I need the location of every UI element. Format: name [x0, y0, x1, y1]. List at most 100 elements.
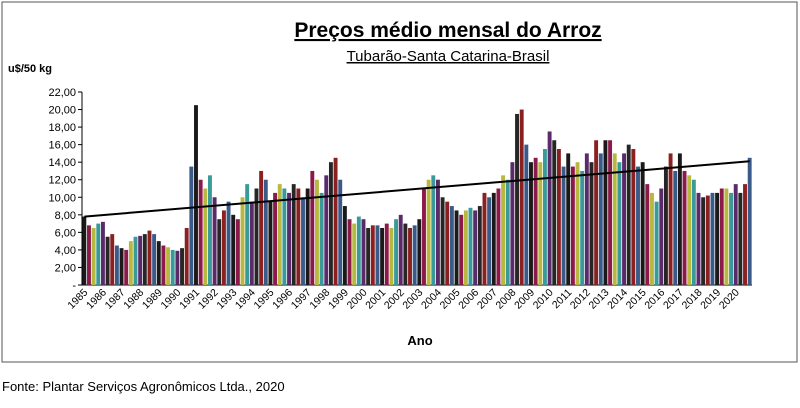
bar — [268, 201, 273, 285]
bar — [659, 188, 664, 285]
bar — [412, 225, 417, 285]
y-tick-label: - — [72, 280, 76, 292]
bar — [663, 166, 668, 285]
bar — [584, 153, 589, 285]
bar — [184, 227, 189, 285]
bar — [282, 188, 287, 285]
bar — [701, 197, 706, 285]
bar — [310, 170, 315, 285]
bar — [305, 188, 310, 285]
bar — [161, 245, 166, 285]
bar — [687, 175, 692, 285]
bar — [287, 192, 292, 285]
bar — [203, 188, 208, 285]
y-tick-label: 10,00 — [48, 192, 76, 204]
bar — [370, 225, 375, 285]
bar — [519, 109, 524, 285]
bar — [114, 245, 119, 285]
bar — [212, 197, 217, 285]
bar — [691, 179, 696, 285]
bar — [231, 214, 236, 285]
bar — [422, 188, 426, 285]
bar — [170, 249, 175, 285]
bar — [724, 188, 729, 285]
bar — [440, 197, 445, 285]
bar — [315, 179, 319, 285]
bar — [435, 179, 440, 285]
bar — [463, 210, 468, 285]
bar — [263, 179, 268, 285]
bar — [482, 192, 487, 285]
y-tick-label: 2,00 — [55, 262, 76, 274]
bar — [259, 170, 264, 285]
bar — [384, 223, 389, 285]
bar — [542, 149, 547, 285]
bar — [617, 162, 622, 285]
bar — [510, 162, 515, 285]
y-tick-label: 4,00 — [55, 245, 76, 257]
y-tick-label: 18,00 — [48, 122, 76, 134]
bar — [631, 149, 636, 285]
bar — [747, 157, 752, 285]
bar — [175, 250, 180, 285]
bar — [152, 234, 157, 285]
bar — [96, 223, 101, 285]
bar — [189, 166, 194, 285]
bar — [552, 140, 557, 285]
bar — [110, 234, 115, 285]
bar — [403, 223, 408, 285]
bar — [547, 131, 552, 285]
bar — [654, 201, 659, 285]
bar — [738, 192, 743, 285]
bar — [575, 162, 580, 285]
bar — [291, 184, 296, 285]
bar — [459, 214, 464, 285]
bar — [570, 166, 575, 285]
bar — [640, 162, 645, 285]
bar — [254, 188, 259, 285]
bar — [105, 236, 110, 285]
bar — [235, 219, 240, 285]
bar — [598, 153, 603, 285]
bar — [729, 192, 734, 285]
bar — [612, 153, 617, 285]
bar — [124, 249, 129, 285]
bar — [394, 219, 399, 285]
bar — [677, 153, 682, 285]
bar — [180, 248, 184, 285]
y-axis-label: u$/50 kg — [8, 63, 52, 75]
bar — [198, 179, 203, 285]
bar — [477, 206, 482, 285]
bar — [626, 144, 631, 285]
bar — [449, 206, 454, 285]
bar — [156, 241, 161, 285]
bar — [361, 219, 366, 285]
bar — [217, 219, 222, 285]
bar — [733, 184, 738, 285]
bar — [91, 227, 96, 285]
bar — [347, 219, 352, 285]
bar — [566, 153, 571, 285]
bar — [333, 157, 338, 285]
bar — [524, 144, 529, 285]
bar — [128, 241, 133, 285]
bar — [468, 207, 473, 285]
bar — [696, 192, 701, 285]
bar — [296, 188, 301, 285]
bar — [194, 105, 198, 285]
bar — [431, 175, 436, 285]
bar — [501, 175, 506, 285]
bar — [529, 162, 533, 285]
bar — [273, 192, 278, 285]
bar — [454, 210, 459, 285]
bar — [719, 188, 724, 285]
bar — [743, 184, 747, 285]
bar — [249, 201, 254, 285]
bar — [445, 201, 450, 285]
bar — [650, 192, 654, 285]
y-tick-label: 12,00 — [48, 175, 76, 187]
bar — [556, 149, 561, 285]
bar — [417, 219, 422, 285]
bar — [277, 184, 282, 285]
